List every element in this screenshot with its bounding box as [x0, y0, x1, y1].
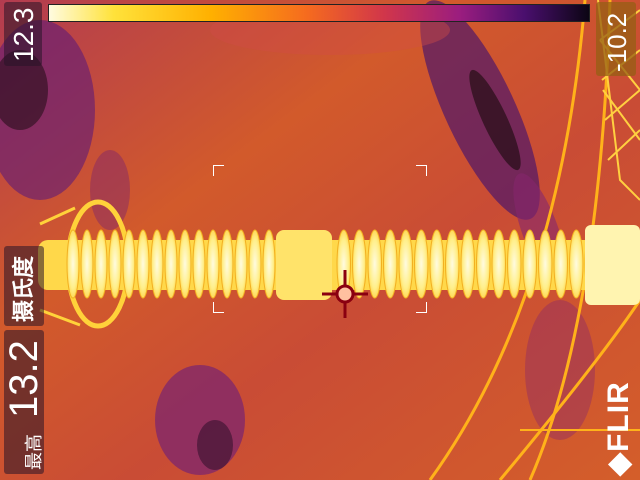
reading-box [4, 330, 44, 474]
insulator-rib [108, 229, 122, 299]
insulator-rib [367, 229, 382, 299]
scale-min-value: -10.2 [602, 12, 632, 72]
insulator-rib [476, 229, 491, 299]
insulator-rib [398, 229, 413, 299]
flir-logo: ◆FLIR [602, 381, 635, 476]
insulator-rib [553, 229, 568, 299]
insulator-rib [192, 229, 206, 299]
insulator [38, 225, 640, 305]
insulator-rib [178, 229, 192, 299]
insulator-rib [80, 229, 94, 299]
unit-box [4, 246, 44, 326]
insulator-rib [220, 229, 234, 299]
unit-label: 摄氏度 [11, 255, 36, 322]
insulator-rib [538, 229, 553, 299]
insulator-rib [507, 229, 522, 299]
measure-box-corner-br [416, 302, 427, 313]
insulator-rib [234, 229, 248, 299]
insulator-rib [445, 229, 460, 299]
insulator-rib [352, 229, 367, 299]
insulator-rib [383, 229, 398, 299]
insulator-rib [164, 229, 178, 299]
reading-value: 13.2 [2, 340, 46, 418]
insulator-rib [522, 229, 537, 299]
insulator-rib [429, 229, 444, 299]
insulator-rib [206, 229, 220, 299]
insulator-rib [66, 229, 80, 299]
scale-min-box [596, 2, 636, 76]
insulator-rib [248, 229, 262, 299]
insulator-rib [136, 229, 150, 299]
insulator-rib [94, 229, 108, 299]
measure-box-corner-bl [213, 302, 224, 313]
flir-diamond-icon: ◆ [602, 451, 635, 476]
insulator-rib [569, 229, 584, 299]
insulator-rib [150, 229, 164, 299]
measure-box-corner-tr [416, 165, 427, 176]
reading-label: 最高 [24, 434, 44, 470]
scale-max-value: 12.3 [8, 7, 39, 63]
scale-max-box [4, 2, 42, 66]
insulator-rib [460, 229, 475, 299]
color-scale-bar [48, 4, 590, 22]
insulator-rib [122, 229, 136, 299]
insulator-rib [491, 229, 506, 299]
insulator-rib [414, 229, 429, 299]
insulator-rib [262, 229, 276, 299]
spot-meter-crosshair [322, 270, 368, 318]
measure-box-corner-tl [213, 165, 224, 176]
